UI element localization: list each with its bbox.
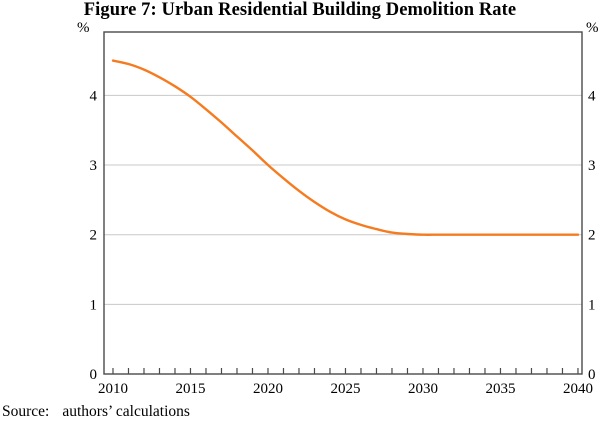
plot-frame <box>103 31 583 375</box>
y-axis-label-right: 0 <box>588 367 596 383</box>
chart-title: Figure 7: Urban Residential Building Dem… <box>83 0 517 20</box>
y-axis-unit-right: % <box>586 20 599 36</box>
x-axis-label: 2030 <box>408 381 438 397</box>
x-axis-label: 2025 <box>330 381 360 397</box>
y-axis-label-right: 2 <box>588 228 596 244</box>
x-axis-label: 2010 <box>98 381 128 397</box>
y-axis-label-right: 3 <box>588 158 596 174</box>
y-axis-label-left: 0 <box>90 367 98 383</box>
y-axis-label-right: 1 <box>588 297 596 313</box>
source-text: authors’ calculations <box>62 403 190 420</box>
y-axis-label-left: 2 <box>90 228 98 244</box>
x-axis-label: 2040 <box>563 381 593 397</box>
series-line <box>111 59 580 236</box>
x-axis-label: 2020 <box>253 381 283 397</box>
x-axis-label: 2035 <box>485 381 515 397</box>
x-axis-label: 2015 <box>175 381 205 397</box>
y-axis-unit-left: % <box>77 20 90 36</box>
source-note: Source: authors’ calculations <box>2 403 190 421</box>
y-axis-label-left: 1 <box>90 297 98 313</box>
y-axis-label-left: 4 <box>90 88 98 104</box>
source-label: Source: <box>2 403 50 420</box>
y-axis-label-right: 4 <box>588 88 596 104</box>
y-axis-label-left: 3 <box>90 158 98 174</box>
